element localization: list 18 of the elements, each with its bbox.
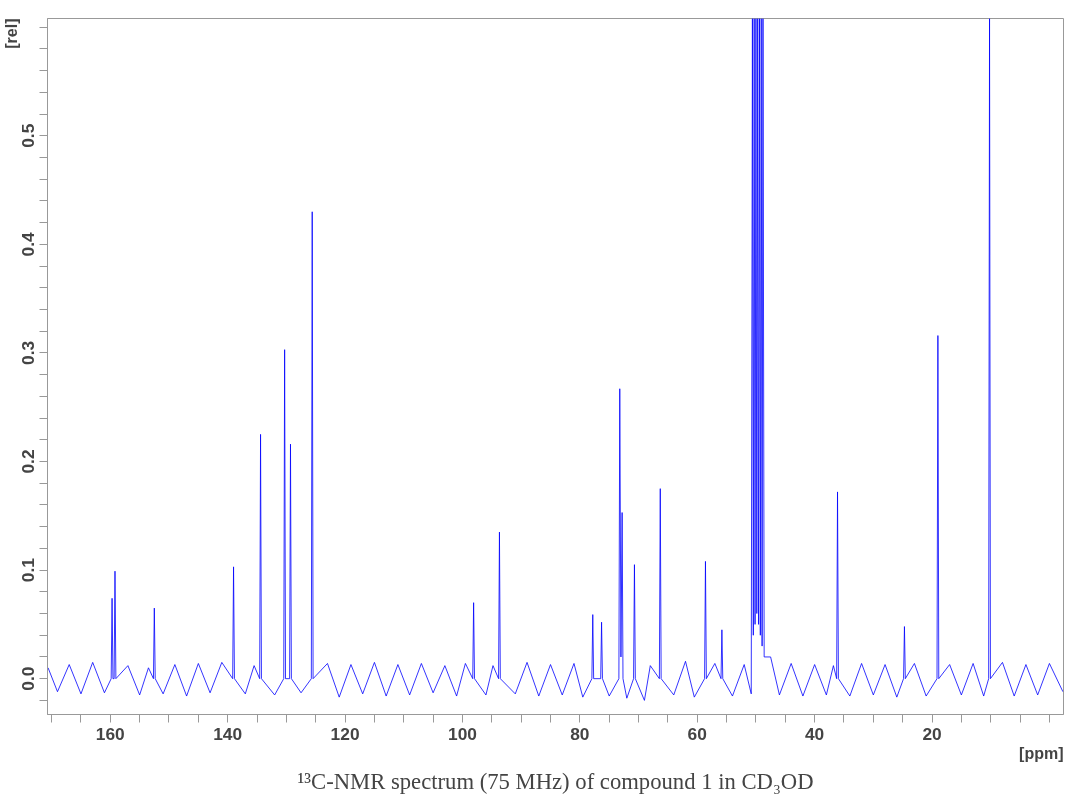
text: ¹³C-NMR spectrum (75 MHz) of compound 1 in CD₃OD [297, 768, 814, 794]
x-tick-label: 140 [213, 723, 243, 744]
y-tick-label: 0.3 [18, 340, 39, 365]
y-tick-label: 0.5 [18, 123, 39, 148]
x-tick-label: 80 [570, 723, 590, 744]
line-series [47, 18, 1064, 701]
y-tick-label: 0.1 [18, 557, 39, 583]
y-tick-label: 0.4 [18, 231, 39, 257]
x-tick-label: 60 [687, 723, 707, 744]
y-axis-title: [rel] [2, 18, 20, 49]
x-tick-label: 120 [330, 723, 360, 744]
y-tick-label: 0.0 [18, 666, 39, 691]
x-axis-title: [ppm] [1019, 744, 1064, 762]
x-tick-label: 40 [805, 723, 825, 744]
x-tick-label: 20 [922, 723, 942, 744]
x-tick-label: 160 [95, 723, 125, 744]
y-tick-label: 0.2 [18, 449, 39, 474]
x-tick-label: 100 [448, 723, 477, 744]
